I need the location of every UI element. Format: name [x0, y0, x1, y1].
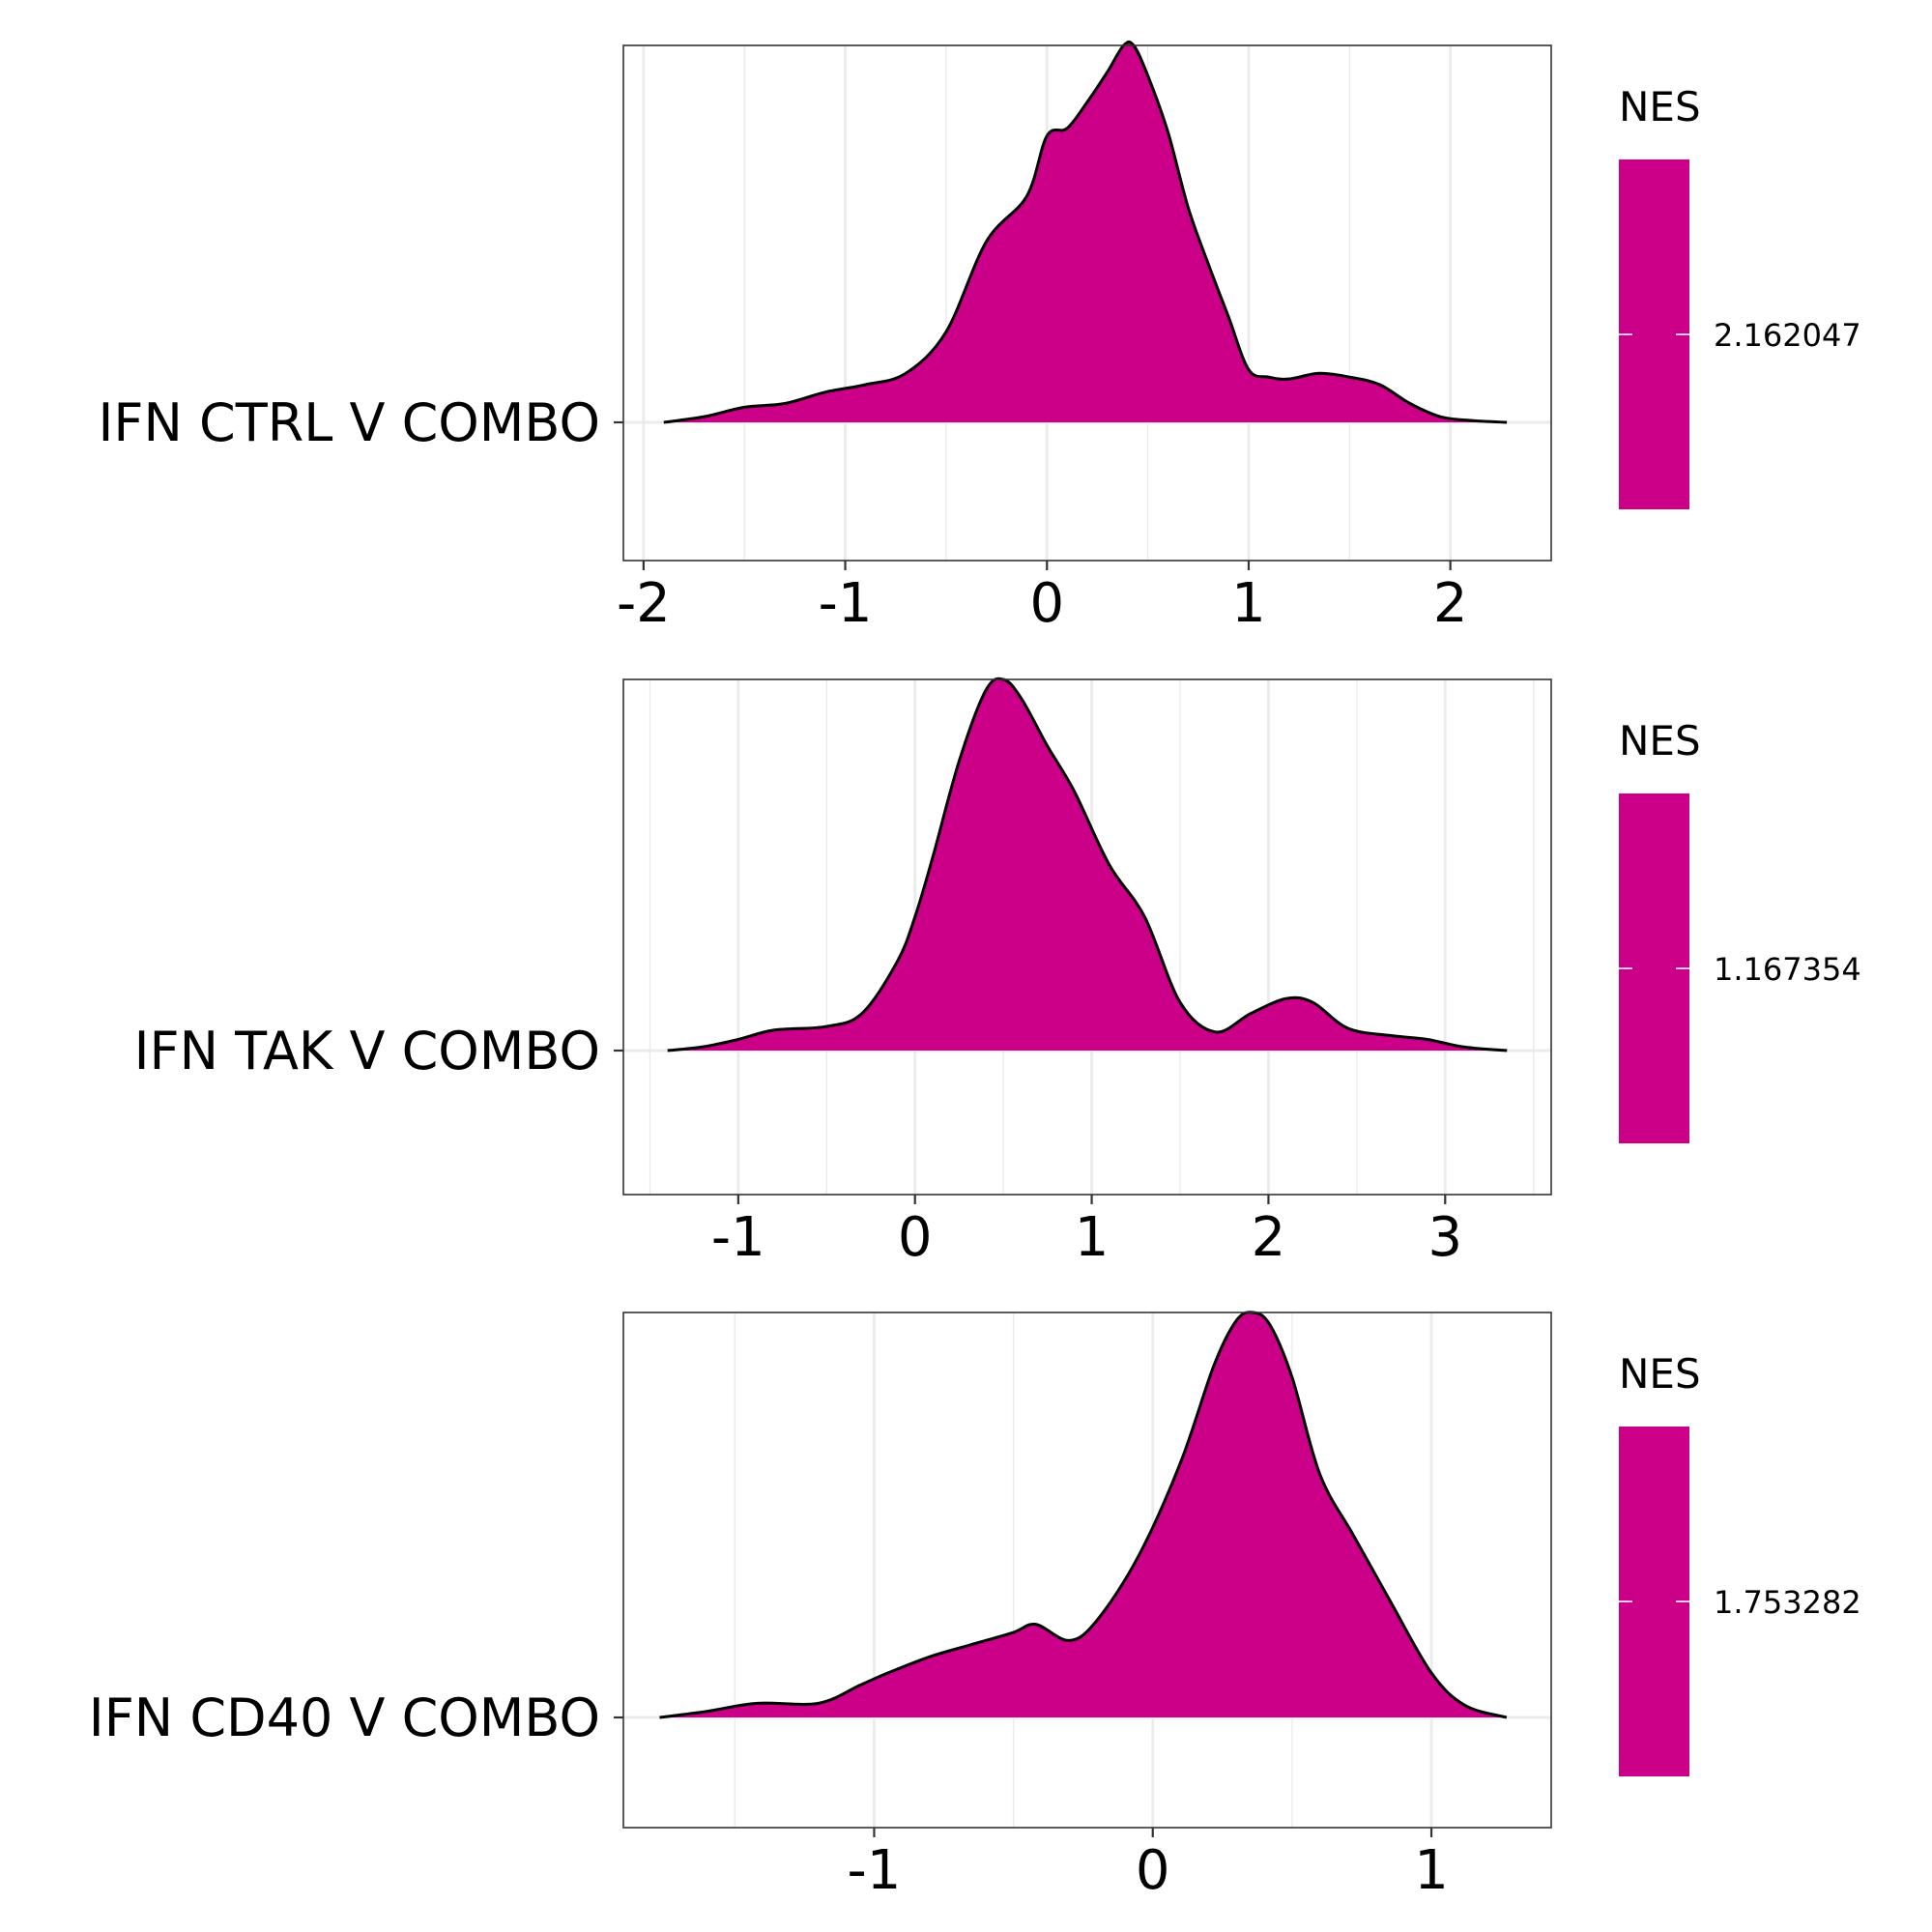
y-category-label: IFN CD40 V COMBO [89, 1687, 600, 1748]
panel-3: IFN CD40 V COMBO -1 0 1 NES 1.753282 [89, 1311, 1861, 1902]
panel-border [622, 1312, 1552, 1829]
density-line [663, 40, 1508, 424]
legend-title: NES [1619, 83, 1701, 130]
density-area [663, 42, 1508, 423]
x-tick-label: -1 [819, 572, 873, 635]
plot-background [623, 1312, 1551, 1828]
x-tick-label: -1 [848, 1839, 902, 1902]
x-tick-label: 0 [1136, 1839, 1170, 1902]
legend-title: NES [1619, 717, 1701, 764]
x-tick-label: 1 [1414, 1839, 1449, 1902]
density-area [667, 678, 1508, 1051]
x-tick-label: -2 [617, 572, 671, 635]
x-tick-label: 1 [1231, 572, 1266, 635]
x-tick-label: 0 [1029, 572, 1064, 635]
legend-label: 2.162047 [1714, 317, 1861, 354]
density-area [659, 1312, 1507, 1717]
legend-nes: NES 2.162047 [1619, 83, 1861, 509]
legend-nes: NES 1.167354 [1619, 717, 1861, 1143]
x-tick-label: 0 [898, 1206, 933, 1269]
legend-label: 1.167354 [1714, 951, 1861, 988]
legend-nes: NES 1.753282 [1619, 1350, 1861, 1776]
density-line [667, 677, 1508, 1053]
x-tick-label: 2 [1433, 572, 1468, 635]
panel-2: IFN TAK V COMBO -1 0 1 2 3 NES 1.167354 [134, 677, 1861, 1269]
legend-title: NES [1619, 1350, 1701, 1398]
x-tick-label: 1 [1075, 1206, 1110, 1269]
x-tick-label: -1 [711, 1206, 765, 1269]
panel-border [622, 44, 1552, 562]
panel-1: IFN CTRL V COMBO -2 -1 0 1 2 NES 2.162047 [98, 40, 1861, 635]
panel-border [622, 678, 1552, 1196]
density-line [659, 1311, 1508, 1719]
y-category-label: IFN TAK V COMBO [134, 1021, 600, 1081]
y-category-label: IFN CTRL V COMBO [98, 392, 600, 453]
x-tick-label: 2 [1252, 1206, 1286, 1269]
legend-label: 1.753282 [1714, 1584, 1861, 1621]
x-tick-label: 3 [1427, 1206, 1462, 1269]
